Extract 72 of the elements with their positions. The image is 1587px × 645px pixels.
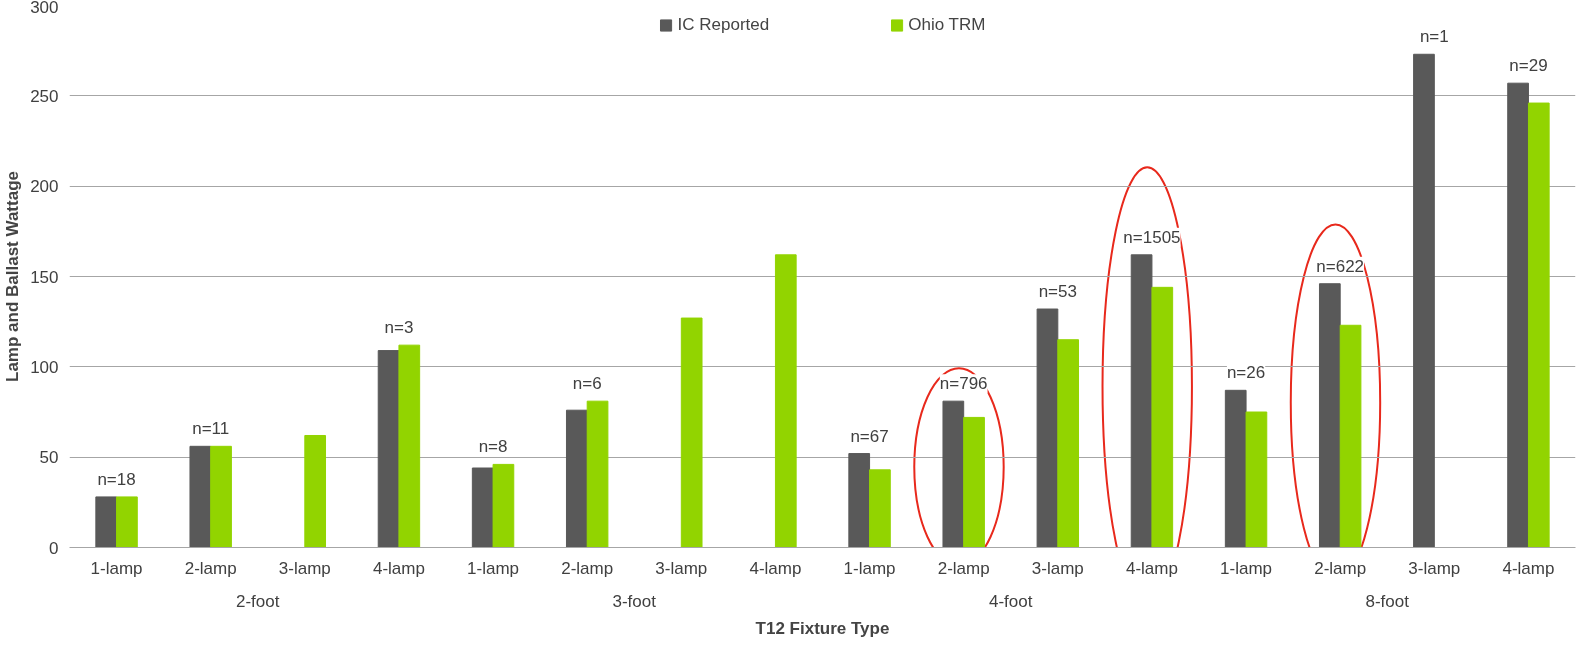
annotation: n=29 bbox=[1509, 56, 1548, 76]
x-tick-label: 2-lamp bbox=[561, 558, 614, 578]
x-tick-label: 3-lamp bbox=[278, 558, 331, 578]
annotation: n=18 bbox=[97, 469, 136, 489]
bar bbox=[942, 400, 965, 548]
bar bbox=[1339, 324, 1362, 548]
bar bbox=[116, 496, 138, 548]
annotation: n=6 bbox=[572, 374, 602, 394]
x-tick-label: 1-lamp bbox=[90, 558, 143, 578]
text: 3-foot bbox=[612, 591, 657, 611]
bar bbox=[1245, 411, 1268, 548]
y-tick-label: 0 bbox=[49, 538, 59, 558]
x-tick-label: 4-lamp bbox=[1125, 558, 1178, 578]
annotation: n=622 bbox=[1316, 256, 1365, 276]
bar bbox=[210, 445, 232, 548]
x-tick-label: 2-lamp bbox=[937, 558, 990, 578]
x-tick-label: 4-lamp bbox=[1502, 558, 1555, 578]
annotation: n=1505 bbox=[1123, 227, 1181, 247]
x-tick-label: 1-lamp bbox=[467, 558, 520, 578]
annotation: n=67 bbox=[850, 426, 889, 446]
bar bbox=[869, 469, 891, 548]
bar bbox=[565, 409, 588, 548]
y-tick-label: 50 bbox=[39, 448, 59, 468]
annotation: n=53 bbox=[1038, 282, 1077, 302]
text: 2-foot bbox=[236, 591, 280, 611]
bar bbox=[492, 463, 515, 548]
legend-label: IC Reported bbox=[677, 15, 770, 35]
bar bbox=[586, 400, 609, 548]
x-axis-title: T12 Fixture Type bbox=[755, 618, 890, 638]
y-tick-label: 300 bbox=[30, 0, 59, 17]
annotation: n=1 bbox=[1419, 27, 1449, 47]
bar bbox=[963, 416, 985, 548]
x-tick-label: 1-lamp bbox=[1220, 558, 1273, 578]
x-tick-label: 1-lamp bbox=[843, 558, 896, 578]
x-tick-label: 3-lamp bbox=[1408, 558, 1461, 578]
bar bbox=[1151, 286, 1174, 548]
text: 8-foot bbox=[1365, 591, 1410, 611]
y-tick-label: 200 bbox=[30, 177, 59, 197]
bar bbox=[471, 467, 494, 548]
y-axis-title: Lamp and Ballast Wattage bbox=[3, 171, 23, 382]
text: 4-foot bbox=[989, 591, 1033, 611]
bar bbox=[1318, 283, 1341, 548]
y-tick-label: 100 bbox=[30, 357, 59, 377]
bar bbox=[1413, 53, 1435, 548]
bar bbox=[680, 317, 703, 548]
x-tick-label: 3-lamp bbox=[655, 558, 708, 578]
annotation: n=3 bbox=[384, 318, 414, 338]
bar bbox=[1507, 82, 1529, 548]
bar bbox=[1130, 254, 1153, 548]
bar bbox=[377, 350, 400, 548]
annotation: n=8 bbox=[478, 437, 508, 457]
bar bbox=[848, 453, 871, 548]
y-tick-label: 250 bbox=[30, 86, 59, 106]
bar bbox=[1057, 339, 1080, 548]
y-tick-label: 150 bbox=[30, 267, 59, 287]
x-tick-label: 3-lamp bbox=[1031, 558, 1084, 578]
bar bbox=[189, 445, 212, 548]
bar bbox=[1527, 102, 1550, 548]
bar bbox=[398, 344, 421, 548]
annotation: n=796 bbox=[939, 374, 988, 394]
bar bbox=[95, 496, 118, 548]
bar bbox=[1224, 389, 1247, 548]
x-tick-label: 4-lamp bbox=[749, 558, 802, 578]
x-tick-label: 2-lamp bbox=[1314, 558, 1367, 578]
annotation: n=11 bbox=[192, 419, 230, 439]
bar bbox=[304, 434, 327, 548]
bar bbox=[1036, 308, 1059, 548]
bar bbox=[774, 254, 797, 548]
x-tick-label: 2-lamp bbox=[184, 558, 237, 578]
x-tick-label: 4-lamp bbox=[372, 558, 425, 578]
legend-label: Ohio TRM bbox=[908, 15, 986, 35]
annotation: n=26 bbox=[1226, 363, 1266, 383]
